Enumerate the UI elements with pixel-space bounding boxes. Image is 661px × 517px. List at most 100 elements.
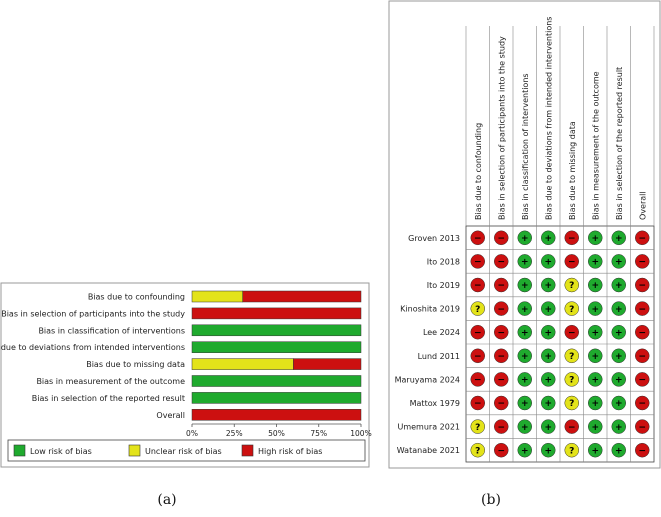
judgement-symbol: − [474, 352, 482, 362]
judgement-symbol: − [474, 281, 482, 291]
legend-swatch-low [13, 444, 26, 457]
judgement-symbol: + [591, 399, 599, 409]
judgement-symbol: + [615, 376, 623, 386]
judgement-low-icon [611, 419, 626, 434]
judgement-unclear-icon [564, 395, 579, 411]
judgement-symbol: − [638, 399, 646, 409]
judgement-symbol: ? [569, 376, 574, 386]
judgement-low-icon [517, 419, 532, 434]
judgement-symbol: + [544, 305, 552, 315]
judgement-symbol: + [544, 399, 552, 409]
domain-label-bias-due-to-missing-data: Bias due to missing data [86, 360, 185, 369]
judgement-low-icon [588, 348, 603, 364]
judgement-symbol: − [474, 328, 482, 338]
judgement-low-icon [611, 254, 626, 269]
judgement-symbol: + [521, 328, 529, 338]
judgement-high-icon [494, 230, 509, 246]
legend: Low risk of bias Unclear risk of bias High… [13, 444, 322, 457]
x-tick-label: 75% [310, 429, 327, 438]
judgement-high-icon [635, 348, 650, 364]
legend-swatch-high [241, 444, 254, 457]
judgement-unclear-icon [470, 442, 485, 458]
judgement-high-icon [494, 324, 509, 340]
bar-bias-due-to-confounding-high [242, 290, 362, 303]
domain-label-bias-due-to-confounding: Bias due to confounding [88, 293, 185, 302]
judgement-unclear-icon [470, 301, 485, 316]
bar-bias-in-selection-of-the-reported-result-low [191, 392, 362, 404]
judgement-symbol: − [638, 281, 646, 291]
x-tick-label: 25% [226, 429, 243, 438]
legend-swatch-unclear [128, 444, 141, 457]
bar-bias-due-to-confounding-unclear [191, 290, 243, 303]
judgement-low-icon [611, 348, 626, 364]
judgement-high-icon [470, 230, 485, 246]
judgement-low-icon [611, 442, 626, 458]
judgement-symbol: − [497, 258, 505, 268]
judgement-high-icon [635, 372, 650, 387]
judgement-high-icon [635, 395, 650, 411]
judgement-symbol: − [638, 352, 646, 362]
judgement-unclear-icon [564, 301, 579, 316]
judgement-symbol: + [615, 258, 623, 268]
judgement-symbol: + [544, 446, 552, 456]
judgement-high-icon [494, 277, 509, 293]
bar-bias-in-classification-of-interventions-low [191, 324, 362, 337]
judgement-unclear-icon [564, 348, 579, 364]
judgement-high-icon [635, 442, 650, 458]
judgement-low-icon [541, 419, 556, 434]
study-label-mattox-1979: Mattox 1979 [410, 399, 460, 408]
x-tick-label: 0% [186, 429, 198, 438]
judgement-symbol: − [497, 423, 505, 433]
judgement-high-icon [494, 254, 509, 269]
judgement-symbol: − [497, 281, 505, 291]
panel-a-x-axis: 0% 25% 50% 75% 100% [186, 423, 372, 438]
judgement-symbol: + [521, 234, 529, 244]
bar-bias-due-to-missing-data-unclear [191, 358, 294, 370]
judgement-symbol: − [568, 423, 576, 433]
judgement-high-icon [470, 348, 485, 364]
legend-frame [7, 439, 366, 462]
study-label-umemura-2021: Umemura 2021 [397, 423, 460, 432]
panel-a-domain-labels: Bias due to confounding Bias in selection… [0, 293, 185, 420]
judgement-unclear-icon [564, 372, 579, 387]
judgement-low-icon [517, 395, 532, 411]
judgement-symbol: + [615, 305, 623, 315]
study-label-maruyama-2024: Maruyama 2024 [395, 375, 460, 384]
judgement-symbol: − [568, 234, 576, 244]
judgement-symbol: + [544, 258, 552, 268]
judgement-symbol: − [568, 258, 576, 268]
judgement-symbol: + [615, 281, 623, 291]
study-label-lee-2024: Lee 2024 [423, 328, 460, 337]
column-header-bias-in-classification-of-interventions: Bias in classification of interventions [521, 73, 530, 220]
judgement-symbol: − [638, 446, 646, 456]
judgement-symbol: − [638, 258, 646, 268]
judgement-high-icon [564, 419, 579, 434]
judgement-symbol: + [615, 399, 623, 409]
judgement-symbol: + [521, 446, 529, 456]
domain-label-bias-in-classification-of-interventions: Bias in classification of interventions [38, 326, 185, 335]
bar-overall-high [191, 409, 362, 421]
judgement-high-icon [494, 442, 509, 458]
judgement-symbol: + [615, 352, 623, 362]
judgement-low-icon [588, 372, 603, 387]
study-label-kinoshita-2019: Kinoshita 2019 [400, 305, 460, 314]
judgement-low-icon [541, 348, 556, 364]
column-header-bias-due-to-confounding: Bias due to confounding [474, 123, 483, 220]
judgement-low-icon [588, 254, 603, 269]
judgement-low-icon [541, 324, 556, 340]
judgement-symbol: ? [569, 305, 574, 315]
judgement-unclear-icon [564, 442, 579, 458]
judgement-symbol: − [638, 376, 646, 386]
judgement-low-icon [517, 324, 532, 340]
judgement-symbol: + [615, 423, 623, 433]
judgement-symbol: − [497, 352, 505, 362]
judgement-symbol: − [638, 234, 646, 244]
judgement-low-icon [588, 442, 603, 458]
judgement-symbol: + [521, 399, 529, 409]
bar-bias-due-to-deviations-from-intended-interventions-low [191, 341, 362, 353]
panel-b-grid [465, 26, 655, 463]
judgement-low-icon [517, 277, 532, 293]
judgement-symbol: + [591, 281, 599, 291]
judgement-low-icon [611, 395, 626, 411]
